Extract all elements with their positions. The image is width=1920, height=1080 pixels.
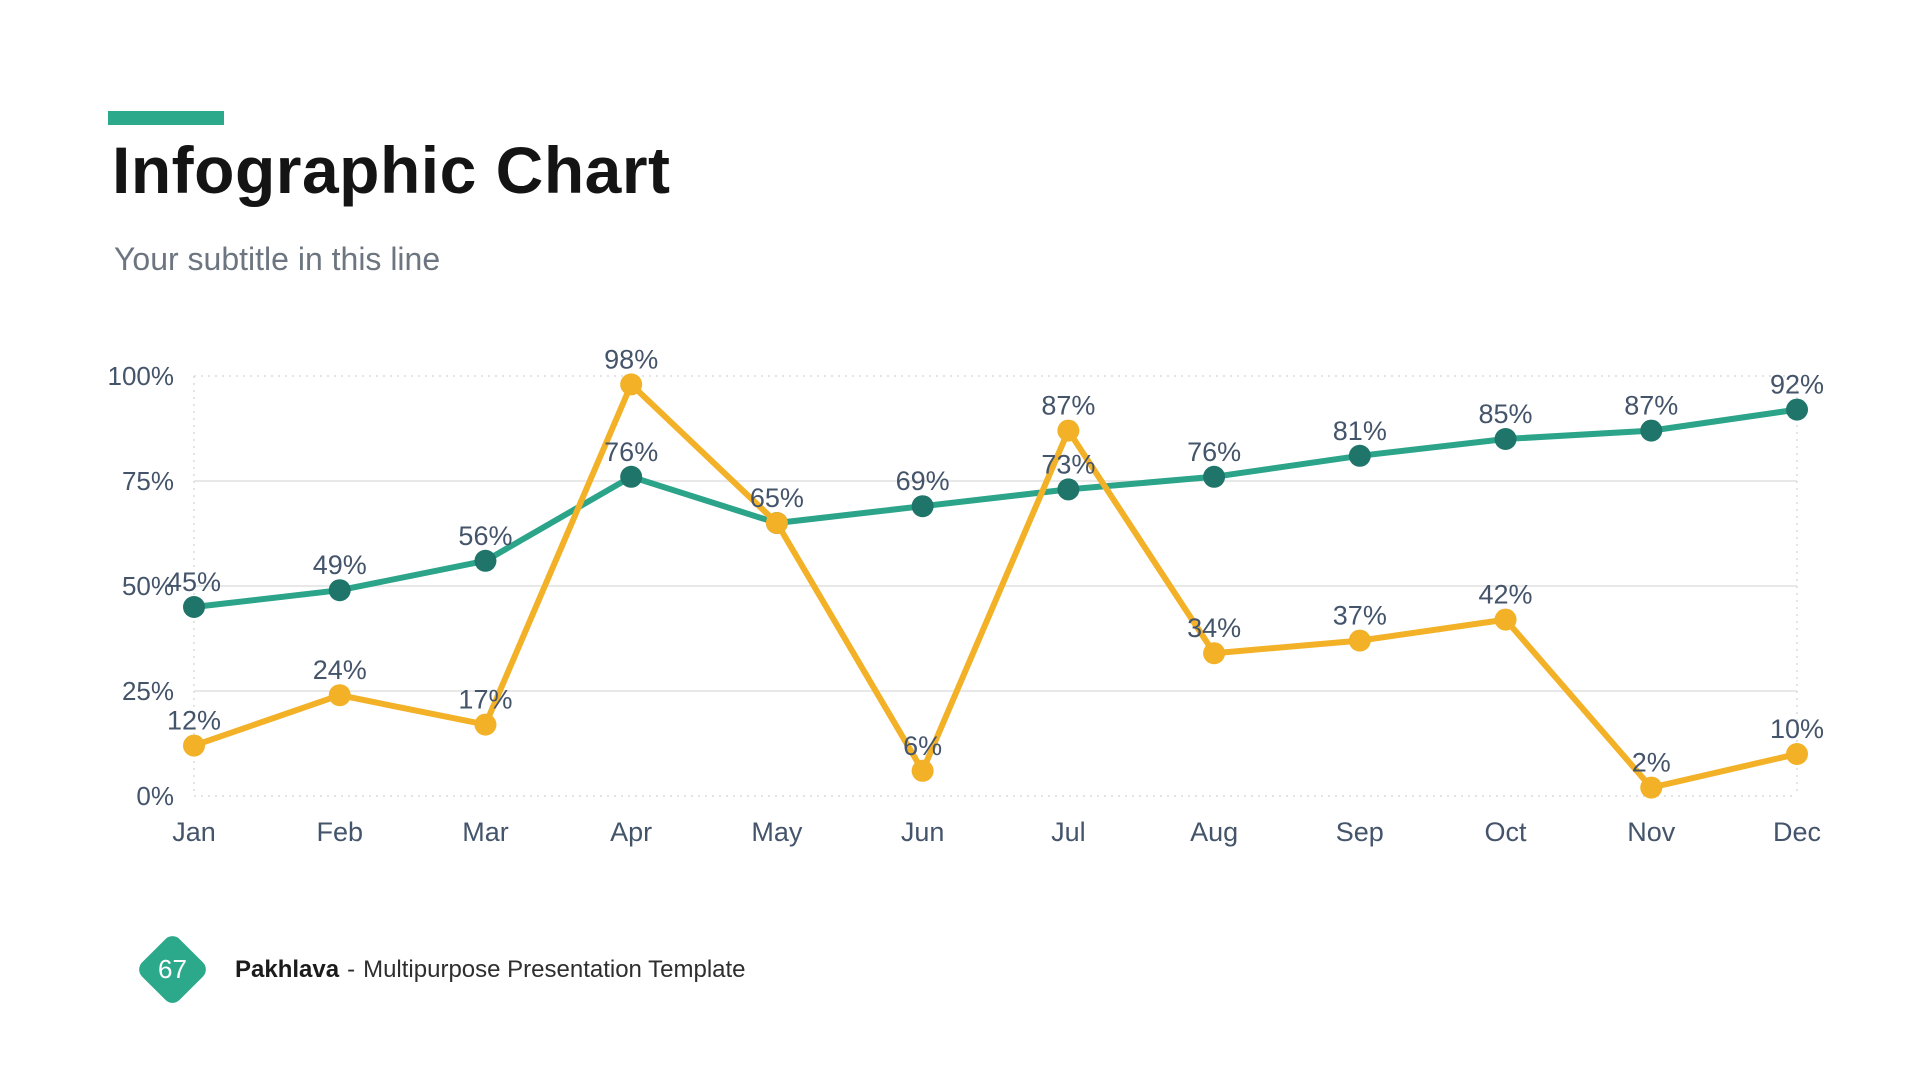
yellow-series-line — [191, 381, 1800, 791]
x-tick-label-jan: Jan — [172, 817, 216, 847]
x-tick-label-oct: Oct — [1485, 817, 1528, 847]
x-tick-label-apr: Apr — [610, 817, 652, 847]
yellow-series-point-apr — [620, 373, 643, 396]
yellow-series-point-sep — [1348, 629, 1371, 652]
x-tick-label-jul: Jul — [1051, 817, 1086, 847]
teal-series-point-jan — [183, 596, 205, 618]
teal-series-label-sep: 81% — [1333, 416, 1387, 446]
y-tick-label-75: 75% — [122, 466, 174, 496]
teal-series-label-apr: 76% — [604, 437, 658, 467]
page-number: 67 — [158, 954, 187, 984]
x-tick-label-feb: Feb — [316, 817, 363, 847]
yellow-series-point-dec — [1786, 743, 1808, 765]
yellow-series-label-aug: 34% — [1187, 613, 1241, 643]
teal-series-point-jun — [911, 495, 934, 518]
page-number-badge: 67 — [135, 932, 210, 1007]
teal-series-label-oct: 85% — [1479, 399, 1533, 429]
yellow-series-label-jun: 6% — [903, 731, 942, 761]
teal-series-point-apr — [620, 465, 643, 488]
yellow-series-point-may — [765, 512, 788, 534]
x-tick-label-mar: Mar — [462, 817, 509, 847]
yellow-series-point-nov — [1640, 776, 1663, 799]
yellow-series-point-mar — [474, 713, 497, 736]
teal-series-label-jun: 69% — [896, 466, 950, 496]
yellow-series-point-feb — [328, 684, 351, 707]
x-tick-label-aug: Aug — [1190, 817, 1238, 847]
yellow-series-point-jul — [1057, 419, 1080, 442]
yellow-series-label-dec: 10% — [1770, 714, 1824, 744]
teal-series-label-jul: 73% — [1041, 449, 1095, 479]
x-tick-label-may: May — [751, 817, 803, 847]
teal-series-label-mar: 56% — [458, 521, 512, 551]
footer-credit: Pakhlava - Multipurpose Presentation Templ… — [235, 954, 746, 986]
teal-series-label-nov: 87% — [1624, 391, 1678, 421]
teal-series-point-feb — [328, 579, 351, 602]
accent-bar — [108, 111, 224, 125]
y-tick-label-100: 100% — [108, 361, 175, 391]
x-tick-label-jun: Jun — [901, 817, 945, 847]
page-title: Infographic Chart — [112, 133, 671, 207]
teal-series-point-oct — [1494, 428, 1517, 450]
yellow-series-point-jan — [183, 734, 205, 757]
y-tick-label-50: 50% — [122, 571, 174, 601]
y-tick-label-0: 0% — [136, 781, 174, 811]
teal-series-point-aug — [1203, 465, 1226, 488]
teal-series-point-sep — [1348, 444, 1371, 467]
footer-description: Multipurpose Presentation Template — [363, 956, 746, 983]
teal-series-line — [191, 406, 1800, 610]
yellow-series-label-nov: 2% — [1632, 748, 1671, 778]
yellow-series-label-feb: 24% — [313, 655, 367, 685]
teal-series-point-jul — [1057, 478, 1080, 501]
x-tick-label-nov: Nov — [1627, 817, 1676, 847]
yellow-series-point-jun — [911, 759, 934, 782]
yellow-series-point-oct — [1494, 608, 1517, 631]
yellow-series-label-sep: 37% — [1333, 601, 1387, 631]
footer-brand: Pakhlava — [235, 956, 340, 983]
footer-separator: - — [347, 956, 356, 983]
teal-series-point-mar — [474, 549, 497, 572]
teal-series-label-feb: 49% — [313, 550, 367, 580]
teal-series-label-aug: 76% — [1187, 437, 1241, 467]
x-tick-label-dec: Dec — [1773, 817, 1821, 847]
teal-series-point-dec — [1786, 398, 1808, 421]
yellow-series-label-jul: 87% — [1041, 391, 1095, 421]
yellow-series-label-mar: 17% — [458, 685, 512, 715]
yellow-series-point-aug — [1203, 642, 1226, 665]
yellow-series-label-oct: 42% — [1479, 580, 1533, 610]
yellow-series-label-may: 65% — [750, 483, 804, 513]
teal-series-point-nov — [1640, 419, 1663, 442]
teal-series-label-jan: 45% — [167, 567, 221, 597]
yellow-series-label-jan: 12% — [167, 706, 221, 736]
y-tick-label-25: 25% — [122, 676, 174, 706]
x-tick-label-sep: Sep — [1336, 817, 1384, 847]
page-subtitle: Your subtitle in this line — [114, 241, 441, 277]
teal-series-label-dec: 92% — [1770, 370, 1824, 400]
yellow-series-label-apr: 98% — [604, 344, 658, 374]
